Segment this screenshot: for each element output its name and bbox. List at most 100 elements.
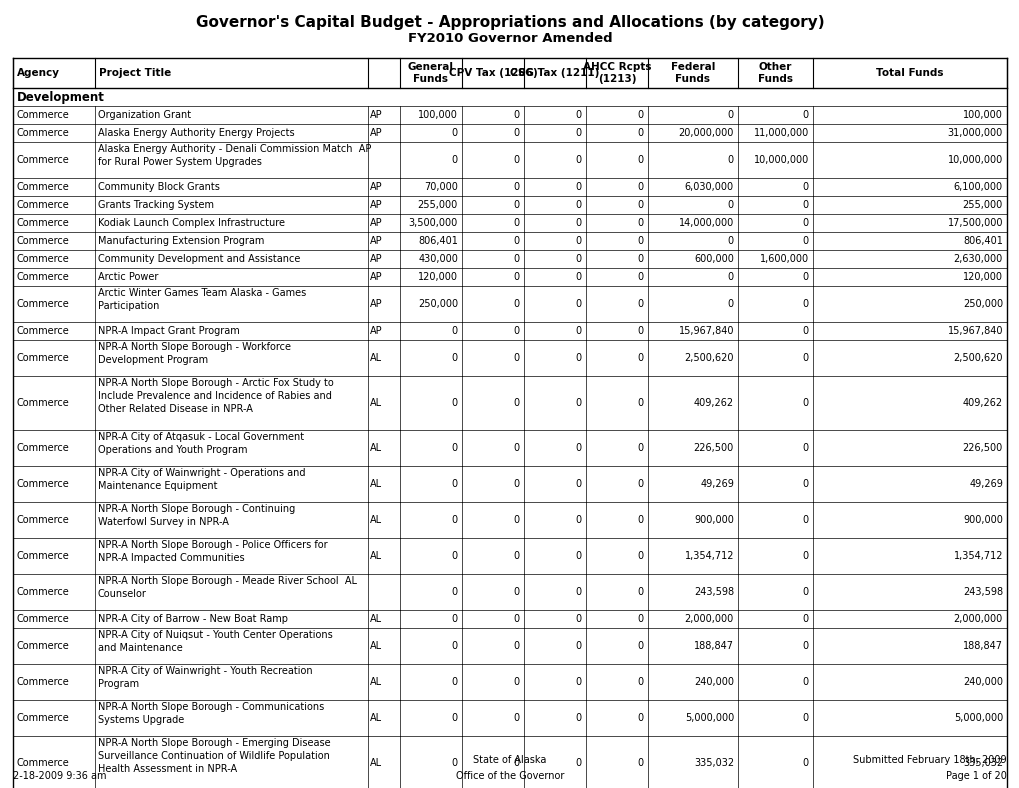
Text: 409,262: 409,262 bbox=[693, 398, 734, 408]
Text: 0: 0 bbox=[514, 218, 520, 228]
Text: 0: 0 bbox=[637, 200, 643, 210]
Text: 0: 0 bbox=[728, 272, 734, 282]
Text: 0: 0 bbox=[637, 443, 643, 453]
Text: 0: 0 bbox=[514, 677, 520, 687]
Text: 250,000: 250,000 bbox=[418, 299, 458, 309]
Text: 243,598: 243,598 bbox=[962, 587, 1002, 597]
Text: Governor's Capital Budget - Appropriations and Allocations (by category): Governor's Capital Budget - Appropriatio… bbox=[196, 14, 823, 29]
Text: Commerce: Commerce bbox=[17, 587, 69, 597]
Text: 0: 0 bbox=[514, 272, 520, 282]
Text: 0: 0 bbox=[514, 254, 520, 264]
Text: 0: 0 bbox=[802, 218, 808, 228]
Text: AP: AP bbox=[370, 272, 382, 282]
Text: 3,500,000: 3,500,000 bbox=[409, 218, 458, 228]
Text: 0: 0 bbox=[802, 182, 808, 192]
Text: 0: 0 bbox=[451, 551, 458, 561]
Text: 0: 0 bbox=[802, 326, 808, 336]
Text: NPR-A City of Wainwright - Youth Recreation
Program: NPR-A City of Wainwright - Youth Recreat… bbox=[98, 666, 312, 690]
Text: NPR-A City of Atqasuk - Local Government
Operations and Youth Program: NPR-A City of Atqasuk - Local Government… bbox=[98, 432, 304, 455]
Text: 15,967,840: 15,967,840 bbox=[947, 326, 1002, 336]
Text: 0: 0 bbox=[514, 713, 520, 723]
Text: 0: 0 bbox=[514, 443, 520, 453]
Text: Agency: Agency bbox=[17, 68, 60, 78]
Text: AL: AL bbox=[370, 677, 382, 687]
Text: Commerce: Commerce bbox=[17, 326, 69, 336]
Text: 0: 0 bbox=[802, 353, 808, 363]
Text: 240,000: 240,000 bbox=[962, 677, 1002, 687]
Text: 0: 0 bbox=[451, 587, 458, 597]
Text: 240,000: 240,000 bbox=[693, 677, 734, 687]
Text: AL: AL bbox=[370, 713, 382, 723]
Text: 0: 0 bbox=[576, 353, 582, 363]
Text: Commerce: Commerce bbox=[17, 182, 69, 192]
Text: 0: 0 bbox=[637, 758, 643, 768]
Text: AL: AL bbox=[370, 398, 382, 408]
Text: 0: 0 bbox=[637, 641, 643, 651]
Text: 0: 0 bbox=[576, 713, 582, 723]
Text: 100,000: 100,000 bbox=[962, 110, 1002, 120]
Text: 806,401: 806,401 bbox=[418, 236, 458, 246]
Text: AL: AL bbox=[370, 614, 382, 624]
Text: Commerce: Commerce bbox=[17, 218, 69, 228]
Text: 226,500: 226,500 bbox=[693, 443, 734, 453]
Text: 0: 0 bbox=[514, 299, 520, 309]
Text: AP: AP bbox=[370, 254, 382, 264]
Text: 0: 0 bbox=[637, 398, 643, 408]
Text: Commerce: Commerce bbox=[17, 614, 69, 624]
Text: 0: 0 bbox=[728, 110, 734, 120]
Text: 15,967,840: 15,967,840 bbox=[678, 326, 734, 336]
Text: 0: 0 bbox=[451, 677, 458, 687]
Text: 0: 0 bbox=[637, 128, 643, 138]
Text: 243,598: 243,598 bbox=[693, 587, 734, 597]
Text: 335,032: 335,032 bbox=[693, 758, 734, 768]
Text: 430,000: 430,000 bbox=[418, 254, 458, 264]
Text: Community Block Grants: Community Block Grants bbox=[98, 182, 220, 192]
Text: AL: AL bbox=[370, 641, 382, 651]
Text: 250,000: 250,000 bbox=[962, 299, 1002, 309]
Text: AP: AP bbox=[370, 182, 382, 192]
Text: Federal
Funds: Federal Funds bbox=[671, 62, 714, 84]
Text: AP: AP bbox=[370, 299, 382, 309]
Text: 0: 0 bbox=[802, 110, 808, 120]
Text: 255,000: 255,000 bbox=[418, 200, 458, 210]
Text: 49,269: 49,269 bbox=[699, 479, 734, 489]
Text: Manufacturing Extension Program: Manufacturing Extension Program bbox=[98, 236, 264, 246]
Text: NPR-A Impact Grant Program: NPR-A Impact Grant Program bbox=[98, 326, 239, 336]
Text: 806,401: 806,401 bbox=[962, 236, 1002, 246]
Text: FY2010 Governor Amended: FY2010 Governor Amended bbox=[408, 32, 611, 44]
Text: 2,000,000: 2,000,000 bbox=[684, 614, 734, 624]
Text: NPR-A City of Wainwright - Operations and
Maintenance Equipment: NPR-A City of Wainwright - Operations an… bbox=[98, 468, 306, 491]
Text: 0: 0 bbox=[637, 677, 643, 687]
Text: 0: 0 bbox=[451, 128, 458, 138]
Text: 0: 0 bbox=[514, 128, 520, 138]
Text: AL: AL bbox=[370, 551, 382, 561]
Text: Commerce: Commerce bbox=[17, 515, 69, 525]
Text: 0: 0 bbox=[514, 551, 520, 561]
Text: 0: 0 bbox=[576, 641, 582, 651]
Text: 0: 0 bbox=[637, 326, 643, 336]
Text: 49,269: 49,269 bbox=[968, 479, 1002, 489]
Text: 70,000: 70,000 bbox=[424, 182, 458, 192]
Text: 0: 0 bbox=[514, 155, 520, 165]
Text: 10,000,000: 10,000,000 bbox=[947, 155, 1002, 165]
Text: AHCC Rcpts
(1213): AHCC Rcpts (1213) bbox=[582, 62, 650, 84]
Text: 0: 0 bbox=[637, 272, 643, 282]
Text: 0: 0 bbox=[514, 200, 520, 210]
Text: Arctic Power: Arctic Power bbox=[98, 272, 158, 282]
Text: NPR-A North Slope Borough - Continuing
Waterfowl Survey in NPR-A: NPR-A North Slope Borough - Continuing W… bbox=[98, 504, 294, 527]
Text: Development: Development bbox=[17, 91, 105, 103]
Text: Commerce: Commerce bbox=[17, 128, 69, 138]
Text: 0: 0 bbox=[576, 254, 582, 264]
Text: 10,000,000: 10,000,000 bbox=[753, 155, 808, 165]
Text: 335,032: 335,032 bbox=[962, 758, 1002, 768]
Text: 0: 0 bbox=[576, 110, 582, 120]
Text: 0: 0 bbox=[451, 713, 458, 723]
Text: 120,000: 120,000 bbox=[962, 272, 1002, 282]
Text: 0: 0 bbox=[802, 614, 808, 624]
Text: 2,000,000: 2,000,000 bbox=[953, 614, 1002, 624]
Text: 2,630,000: 2,630,000 bbox=[953, 254, 1002, 264]
Text: Total Funds: Total Funds bbox=[875, 68, 943, 78]
Text: 0: 0 bbox=[514, 398, 520, 408]
Text: 0: 0 bbox=[514, 479, 520, 489]
Text: 11,000,000: 11,000,000 bbox=[753, 128, 808, 138]
